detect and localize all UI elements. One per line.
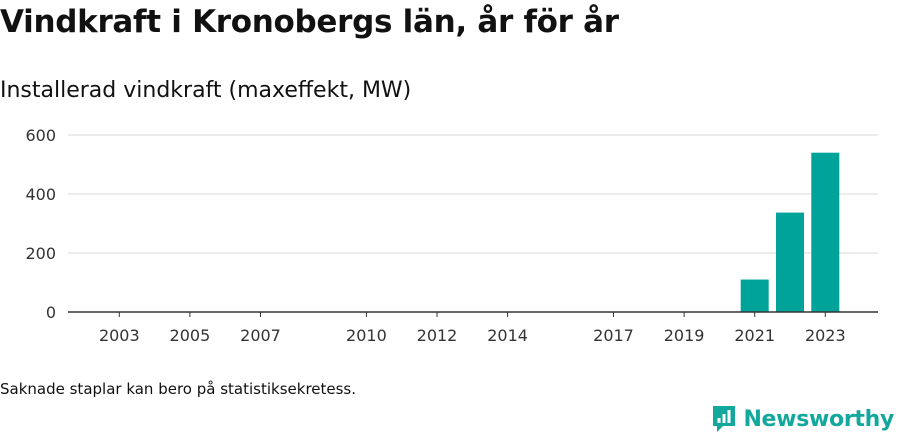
x-tick-label: 2010 (346, 326, 387, 345)
chart-subtitle: Installerad vindkraft (maxeffekt, MW) (0, 78, 412, 103)
x-tick-label: 2023 (805, 326, 846, 345)
x-tick-label: 2014 (487, 326, 528, 345)
x-axis-ticks: 2003 2005 2007 2010 2012 2014 2017 2019 2021 2023 (99, 312, 846, 345)
bar-2021 (740, 279, 769, 312)
bars (740, 152, 840, 312)
grid-lines (68, 134, 878, 254)
y-tick-label: 0 (46, 303, 56, 322)
bar-2022 (776, 212, 804, 312)
x-tick-label: 2012 (417, 326, 458, 345)
x-tick-label: 2017 (593, 326, 634, 345)
y-axis-ticks: 0 200 400 600 (25, 126, 56, 322)
footnote: Saknade staplar kan bero på statistiksek… (0, 380, 357, 398)
bar-2023 (811, 152, 840, 312)
x-tick-label: 2021 (734, 326, 775, 345)
page-title: Vindkraft i Kronobergs län, år för år (0, 4, 619, 40)
y-tick-label: 400 (25, 185, 56, 204)
x-tick-label: 2005 (170, 326, 211, 345)
brand-name: Newsworthy (743, 406, 894, 432)
x-tick-label: 2019 (664, 326, 705, 345)
newsworthy-logo-icon (713, 406, 736, 432)
x-tick-label: 2003 (99, 326, 140, 345)
x-tick-label: 2007 (240, 326, 281, 345)
y-tick-label: 600 (25, 126, 56, 145)
y-tick-label: 200 (25, 244, 56, 263)
brand[interactable]: Newsworthy (711, 404, 894, 434)
